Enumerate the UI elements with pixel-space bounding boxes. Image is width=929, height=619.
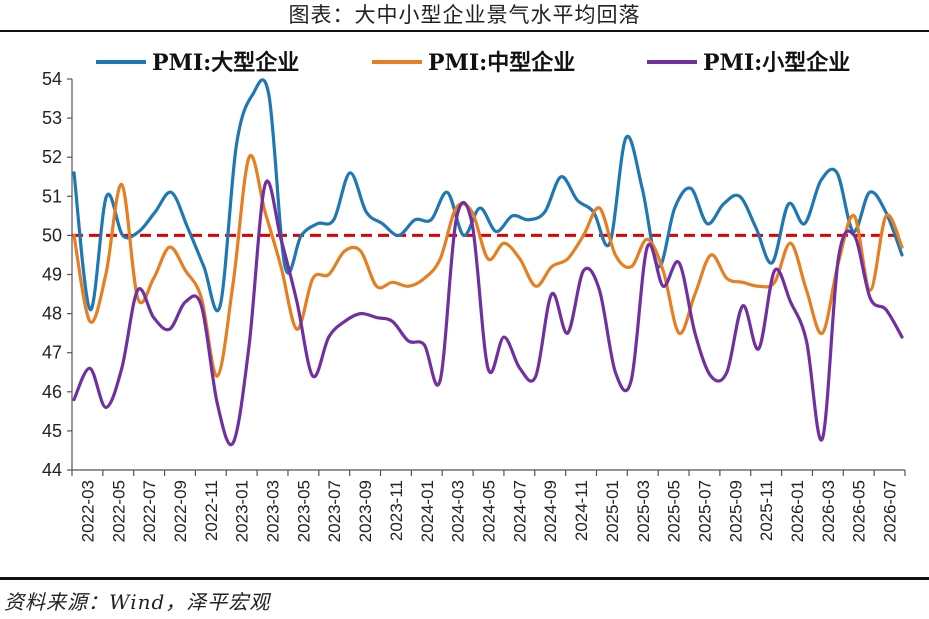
x-tick-label: 2025-03 <box>634 480 653 542</box>
source-note: 资料来源：Wind，泽平宏观 <box>4 590 271 614</box>
x-tick-label: 2023-07 <box>325 480 344 542</box>
x-tick-label: 2023-05 <box>294 480 313 542</box>
x-tick-label: 2022-05 <box>109 480 128 542</box>
x-tick-label: 2026-05 <box>850 480 869 542</box>
x-tick-label: 2025-11 <box>757 480 776 541</box>
y-tick-label: 47 <box>42 343 62 363</box>
series-group <box>72 78 904 447</box>
x-tick-label: 2022-09 <box>171 480 190 542</box>
series-line-large <box>72 78 904 313</box>
x-tick-label: 2025-07 <box>695 480 714 542</box>
series-line-medium <box>72 153 904 378</box>
x-tick-label: 2022-07 <box>140 480 159 542</box>
x-tick-label: 2024-11 <box>572 480 591 541</box>
x-tick-label: 2022-11 <box>202 480 221 541</box>
chart-title: 图表：大中小型企业景气水平均回落 <box>288 3 641 27</box>
y-tick-label: 49 <box>42 265 62 285</box>
x-tick-label: 2025-09 <box>726 480 745 542</box>
bottom-rule <box>0 577 929 580</box>
x-axis: 2022-03 2022-05 2022-07 2022-09 2022-11 2023-… <box>71 469 906 542</box>
y-tick-label: 44 <box>42 460 62 480</box>
x-tick-label: 2023-11 <box>387 480 406 541</box>
legend-label: PMI:小型企业 <box>703 50 850 76</box>
y-tick-label: 45 <box>42 421 62 441</box>
x-tick-label: 2023-01 <box>233 480 252 542</box>
legend-label: PMI:中型企业 <box>428 50 575 76</box>
legend: PMI:大型企业 PMI:中型企业 PMI:小型企业 <box>96 50 850 76</box>
y-tick-label: 46 <box>42 382 62 402</box>
y-tick-label: 53 <box>42 108 62 128</box>
y-tick-label: 51 <box>42 186 62 206</box>
y-tick-label: 54 <box>42 69 62 89</box>
x-tick-label: 2024-09 <box>541 480 560 542</box>
x-tick-label: 2026-03 <box>819 480 838 542</box>
y-tick-label: 48 <box>42 304 62 324</box>
top-rule <box>0 30 929 32</box>
x-tick-label: 2025-01 <box>603 480 622 542</box>
x-tick-label: 2024-03 <box>449 480 468 542</box>
x-tick-label: 2026-07 <box>881 480 900 542</box>
x-tick-label: 2024-07 <box>510 480 529 542</box>
y-axis: 44 45 46 47 48 49 50 51 52 53 54 <box>42 69 73 480</box>
y-tick-label: 52 <box>42 147 62 167</box>
x-tick-label: 2023-03 <box>264 480 283 542</box>
x-tick-label: 2024-01 <box>418 480 437 542</box>
legend-label: PMI:大型企业 <box>152 50 299 76</box>
series-line-small <box>72 179 904 447</box>
x-tick-label: 2026-01 <box>788 480 807 542</box>
y-tick-label: 50 <box>42 225 62 245</box>
pmi-line-chart: PMI:大型企业 PMI:中型企业 PMI:小型企业 44 45 46 47 48 49 50 5… <box>42 50 906 542</box>
x-tick-label: 2023-09 <box>356 480 375 542</box>
x-tick-label: 2024-05 <box>480 480 499 542</box>
x-tick-label: 2025-05 <box>665 480 684 542</box>
x-tick-label: 2022-03 <box>78 480 97 542</box>
